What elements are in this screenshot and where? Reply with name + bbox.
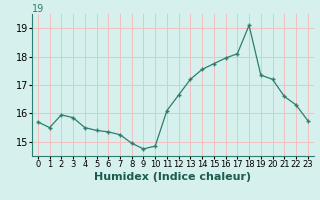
Text: 19: 19: [32, 4, 44, 14]
X-axis label: Humidex (Indice chaleur): Humidex (Indice chaleur): [94, 172, 252, 182]
